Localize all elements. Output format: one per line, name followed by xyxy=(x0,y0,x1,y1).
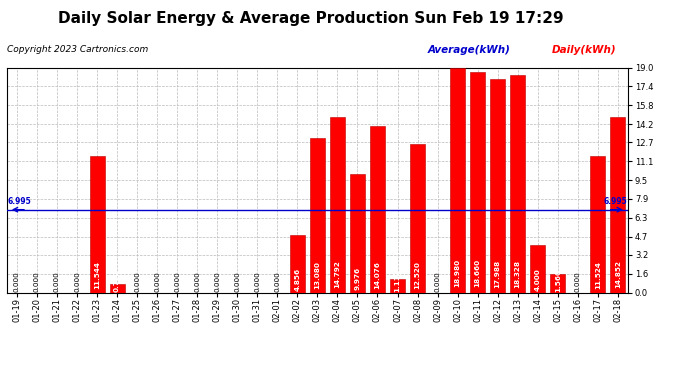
Bar xyxy=(410,144,425,292)
Text: 11.524: 11.524 xyxy=(595,261,601,289)
Bar xyxy=(290,235,305,292)
Text: 4.000: 4.000 xyxy=(535,268,541,291)
Text: 9.976: 9.976 xyxy=(355,266,360,290)
Text: 1.112: 1.112 xyxy=(395,269,400,292)
Text: 0.000: 0.000 xyxy=(275,271,280,292)
Text: 14.076: 14.076 xyxy=(375,261,380,289)
Text: 4.856: 4.856 xyxy=(295,268,300,291)
Text: 0.000: 0.000 xyxy=(174,271,180,292)
Text: 13.080: 13.080 xyxy=(315,261,320,289)
Bar xyxy=(390,279,405,292)
Text: 1.560: 1.560 xyxy=(555,268,561,291)
Bar xyxy=(530,245,545,292)
Bar xyxy=(350,174,365,292)
Bar xyxy=(490,80,505,292)
Text: Daily Solar Energy & Average Production Sun Feb 19 17:29: Daily Solar Energy & Average Production … xyxy=(58,11,563,26)
Text: 0.000: 0.000 xyxy=(214,271,220,292)
Text: 0.000: 0.000 xyxy=(435,271,441,292)
Text: 0.000: 0.000 xyxy=(14,271,20,292)
Text: 0.000: 0.000 xyxy=(74,271,80,292)
Text: 18.660: 18.660 xyxy=(475,260,481,288)
Text: 18.328: 18.328 xyxy=(515,260,521,288)
Text: 11.544: 11.544 xyxy=(94,261,100,289)
Text: Daily(kWh): Daily(kWh) xyxy=(552,45,617,55)
Text: 6.995: 6.995 xyxy=(8,196,32,206)
Text: 6.995: 6.995 xyxy=(603,196,627,206)
Bar xyxy=(90,156,105,292)
Bar xyxy=(510,75,525,292)
Text: 0.732: 0.732 xyxy=(114,269,120,292)
Text: 0.000: 0.000 xyxy=(34,271,40,292)
Text: 14.792: 14.792 xyxy=(335,261,340,288)
Text: Average(kWh): Average(kWh) xyxy=(428,45,511,55)
Text: 0.000: 0.000 xyxy=(154,271,160,292)
Text: 0.000: 0.000 xyxy=(575,271,581,292)
Text: Copyright 2023 Cartronics.com: Copyright 2023 Cartronics.com xyxy=(7,45,148,54)
Bar xyxy=(551,274,565,292)
Text: 0.000: 0.000 xyxy=(255,271,260,292)
Bar xyxy=(370,126,385,292)
Bar xyxy=(450,68,465,292)
Bar xyxy=(310,138,325,292)
Text: 14.852: 14.852 xyxy=(615,260,621,288)
Text: 0.000: 0.000 xyxy=(134,271,140,292)
Text: 0.000: 0.000 xyxy=(54,271,60,292)
Bar xyxy=(470,72,485,292)
Text: 0.000: 0.000 xyxy=(235,271,240,292)
Text: 18.980: 18.980 xyxy=(455,259,461,287)
Text: 0.000: 0.000 xyxy=(194,271,200,292)
Bar xyxy=(110,284,125,292)
Text: 12.520: 12.520 xyxy=(415,261,421,289)
Text: 17.988: 17.988 xyxy=(495,260,501,288)
Bar xyxy=(591,156,605,292)
Bar xyxy=(330,117,345,292)
Bar xyxy=(611,117,625,292)
